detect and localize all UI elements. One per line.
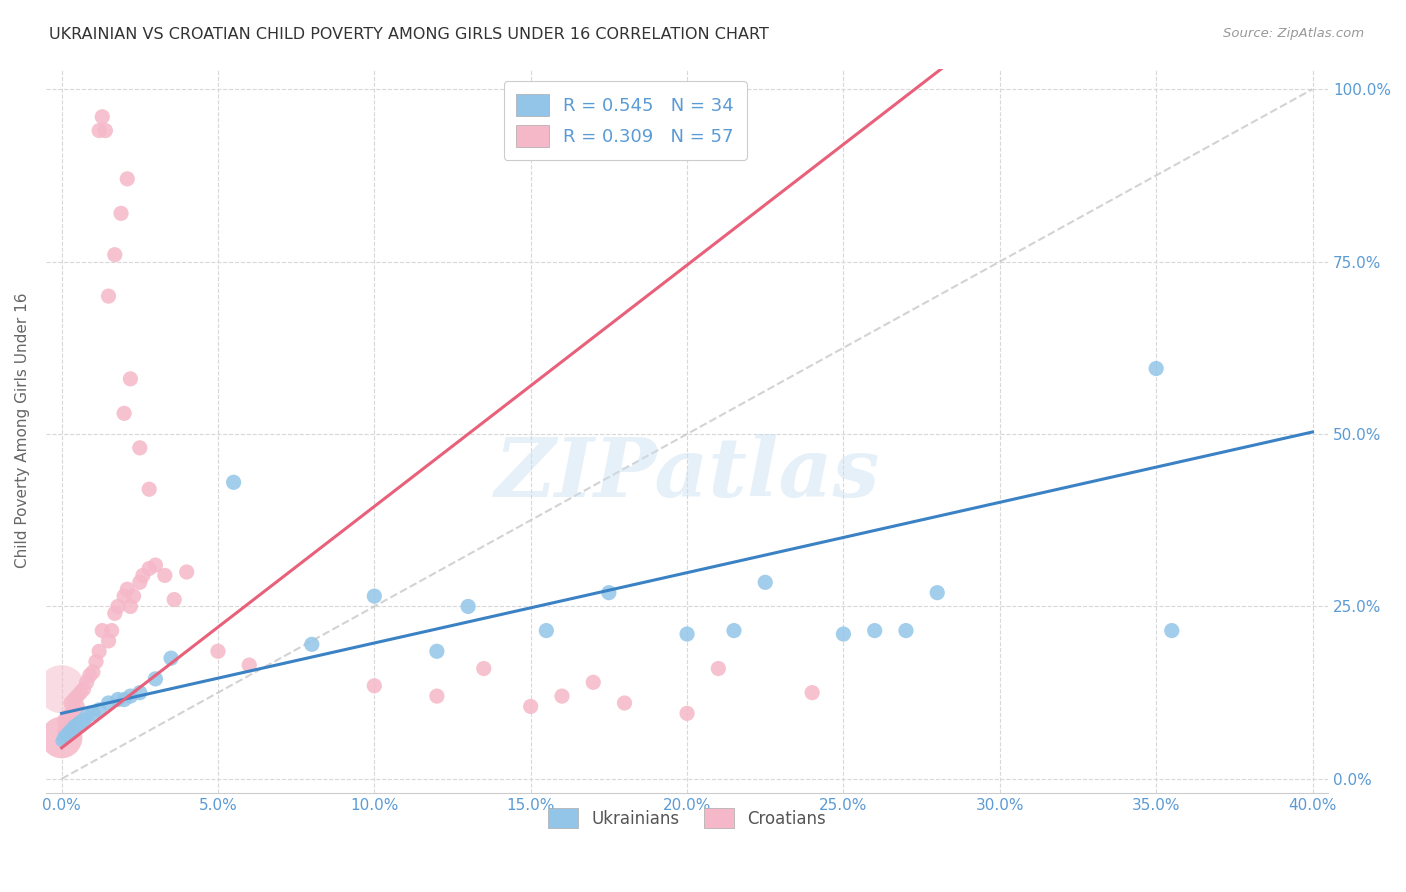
Point [82, 665, 104, 679]
Point [128, 686, 150, 700]
Point [76, 675, 98, 690]
Point [613, 696, 636, 710]
Point [426, 644, 449, 658]
Point [519, 699, 541, 714]
Legend: Ukrainians, Croatians: Ukrainians, Croatians [541, 801, 832, 835]
Point [97, 289, 120, 303]
Point [363, 679, 385, 693]
Point [120, 599, 142, 614]
Point [107, 599, 129, 614]
Point [69, 715, 91, 730]
Point [51, 682, 73, 697]
Point [363, 589, 385, 603]
Point [676, 627, 699, 641]
Point [457, 599, 479, 614]
Point [676, 706, 699, 721]
Point [863, 624, 886, 638]
Point [107, 692, 129, 706]
Point [100, 624, 122, 638]
Point [132, 568, 155, 582]
Y-axis label: Child Poverty Among Girls Under 16: Child Poverty Among Girls Under 16 [15, 293, 30, 568]
Point [53, 723, 76, 738]
Point [551, 689, 574, 703]
Point [63, 720, 86, 734]
Point [128, 575, 150, 590]
Point [120, 372, 142, 386]
Point [117, 582, 139, 597]
Point [112, 406, 135, 420]
Point [472, 661, 495, 675]
Point [145, 672, 167, 686]
Point [238, 658, 260, 673]
Point [76, 710, 98, 724]
Text: Source: ZipAtlas.com: Source: ZipAtlas.com [1223, 27, 1364, 40]
Point [426, 689, 449, 703]
Point [94, 123, 117, 137]
Point [89, 703, 111, 717]
Point [79, 668, 101, 682]
Point [51, 734, 73, 748]
Point [707, 661, 730, 675]
Point [53, 713, 76, 727]
Point [91, 624, 114, 638]
Point [145, 558, 167, 572]
Point [63, 692, 86, 706]
Point [153, 568, 176, 582]
Point [69, 686, 91, 700]
Point [122, 589, 145, 603]
Point [832, 627, 855, 641]
Point [138, 561, 160, 575]
Point [176, 565, 198, 579]
Point [801, 686, 824, 700]
Point [63, 703, 86, 717]
Point [53, 731, 76, 745]
Point [59, 706, 82, 721]
Text: ZIPatlas: ZIPatlas [495, 434, 880, 514]
Point [104, 248, 127, 262]
Point [89, 644, 111, 658]
Point [89, 123, 111, 137]
Point [582, 675, 605, 690]
Point [72, 682, 94, 697]
Point [91, 110, 114, 124]
Point [138, 482, 160, 496]
Point [104, 607, 127, 621]
Point [59, 696, 82, 710]
Point [82, 706, 104, 721]
Point [207, 644, 229, 658]
Point [128, 441, 150, 455]
Point [120, 689, 142, 703]
Point [222, 475, 245, 490]
Text: UKRAINIAN VS CROATIAN CHILD POVERTY AMONG GIRLS UNDER 16 CORRELATION CHART: UKRAINIAN VS CROATIAN CHILD POVERTY AMON… [49, 27, 769, 42]
Point [97, 634, 120, 648]
Point [110, 206, 132, 220]
Point [112, 692, 135, 706]
Point [56, 710, 79, 724]
Point [894, 624, 917, 638]
Point [56, 727, 79, 741]
Point [56, 720, 79, 734]
Point [117, 172, 139, 186]
Point [536, 624, 558, 638]
Point [301, 637, 323, 651]
Point [598, 585, 620, 599]
Point [112, 589, 135, 603]
Point [66, 689, 89, 703]
Point [754, 575, 776, 590]
Point [97, 696, 120, 710]
Point [72, 713, 94, 727]
Point [1160, 624, 1182, 638]
Point [66, 699, 89, 714]
Point [927, 585, 949, 599]
Point [66, 718, 89, 732]
Point [1144, 361, 1167, 376]
Point [51, 731, 73, 745]
Point [59, 723, 82, 738]
Point [723, 624, 745, 638]
Point [160, 651, 183, 665]
Point [163, 592, 186, 607]
Point [84, 655, 107, 669]
